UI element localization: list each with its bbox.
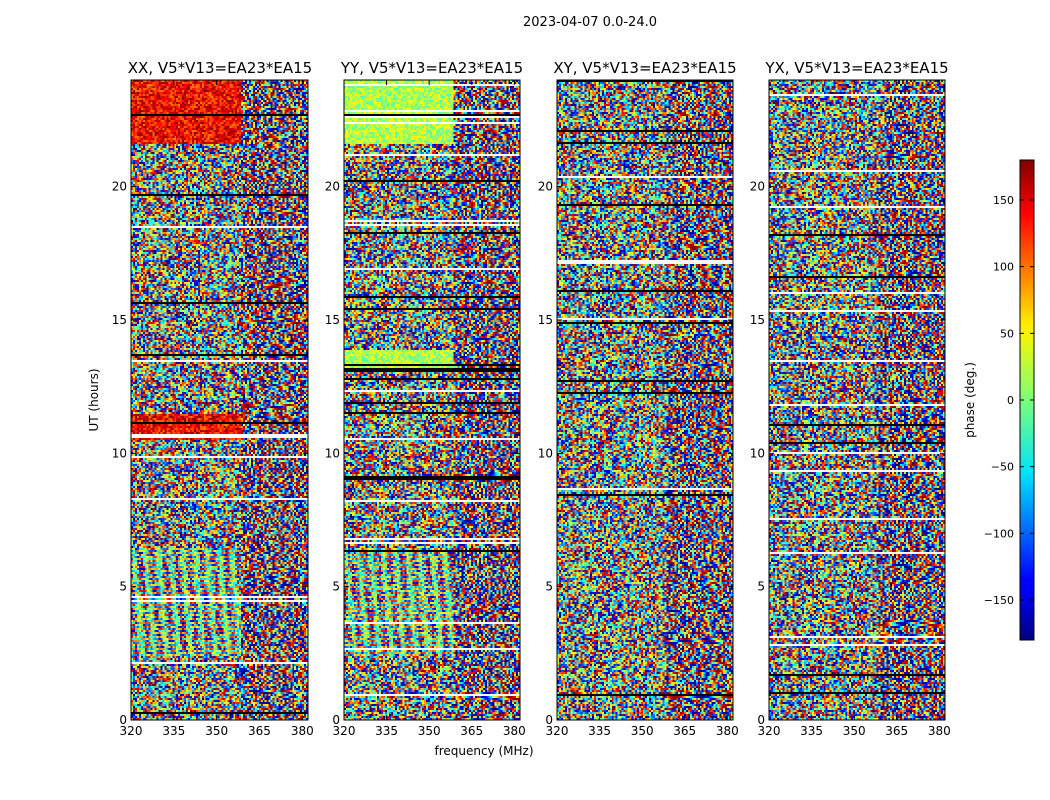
panel-title-yy: YY, V5*V13=EA23*EA15 — [340, 59, 523, 77]
y-axis-yy: 0 5 10 15 20 — [325, 180, 520, 727]
colorbar-label: phase (deg.) — [963, 362, 977, 438]
axes-frame-yx — [768, 79, 946, 721]
x-tick-label: 350 — [205, 724, 228, 738]
x-tick-label: 380 — [291, 724, 314, 738]
colorbar-tick-label: 0 — [1007, 394, 1014, 407]
y-tick-label: 0 — [332, 713, 340, 727]
axes-frame-xx — [130, 79, 309, 721]
y-tick-label: 15 — [538, 313, 553, 327]
panel-xx: XX, V5*V13=EA23*EA15 320 335 350 365 380 0 5 1… — [112, 59, 314, 738]
panel-yx: YX, V5*V13=EA23*EA15 320 335 350 365 380 0 5 1… — [750, 59, 951, 738]
y-tick-label: 15 — [112, 313, 127, 327]
y-axis-label: UT (hours) — [87, 368, 101, 431]
heatmap-xx — [131, 80, 308, 720]
x-tick-label: 365 — [460, 724, 483, 738]
colorbar-tick-label: −100 — [984, 527, 1014, 540]
x-tick-label: 380 — [928, 724, 951, 738]
colorbar: −150 −100 −50 0 50 100 150 phase (deg.) — [963, 159, 1035, 641]
x-axis-label: frequency (MHz) — [434, 744, 533, 758]
panel-yy: YY, V5*V13=EA23*EA15 320 335 350 365 380 0 5 1… — [325, 59, 526, 738]
axes-frame-xy — [556, 79, 734, 721]
x-axis-yy: 320 335 350 365 380 — [333, 80, 526, 738]
y-tick-label: 10 — [112, 446, 127, 460]
x-tick-label: 320 — [120, 724, 143, 738]
y-axis-yx: 0 5 10 15 20 — [750, 180, 945, 727]
colorbar-tick-label: 100 — [993, 261, 1014, 274]
x-axis-xy: 320 335 350 365 380 — [546, 80, 739, 738]
x-tick-label: 320 — [758, 724, 781, 738]
colorbar-tick-label: 150 — [993, 194, 1014, 207]
y-tick-label: 5 — [332, 580, 340, 594]
heatmap-yx — [769, 80, 945, 720]
x-tick-label: 350 — [843, 724, 866, 738]
y-tick-label: 20 — [112, 180, 127, 194]
x-tick-label: 335 — [162, 724, 185, 738]
heatmap-yy — [344, 80, 520, 720]
x-axis-xx: 320 335 350 365 380 — [120, 80, 314, 738]
x-tick-label: 350 — [418, 724, 441, 738]
y-tick-label: 0 — [757, 713, 765, 727]
panel-xy: XY, V5*V13=EA23*EA15 320 335 350 365 380 0 5 1… — [538, 59, 739, 738]
y-tick-label: 0 — [545, 713, 553, 727]
x-tick-label: 350 — [631, 724, 654, 738]
y-tick-label: 15 — [325, 313, 340, 327]
x-tick-label: 320 — [333, 724, 356, 738]
x-tick-label: 320 — [546, 724, 569, 738]
y-tick-label: 20 — [325, 180, 340, 194]
x-tick-label: 335 — [375, 724, 398, 738]
y-tick-label: 5 — [757, 580, 765, 594]
x-axis-yx: 320 335 350 365 380 — [758, 80, 951, 738]
y-tick-label: 20 — [750, 180, 765, 194]
x-tick-label: 365 — [248, 724, 271, 738]
panel-title-xx: XX, V5*V13=EA23*EA15 — [128, 59, 312, 77]
x-tick-label: 380 — [503, 724, 526, 738]
figure-title: 2023-04-07 0.0-24.0 — [523, 15, 657, 30]
y-axis-xx: 0 5 10 15 20 — [112, 180, 308, 727]
heatmap-xy — [557, 80, 733, 720]
y-tick-label: 15 — [750, 313, 765, 327]
colorbar-ticks: −150 −100 −50 0 50 100 150 — [984, 194, 1034, 607]
colorbar-tick-label: −50 — [991, 461, 1014, 474]
x-tick-label: 335 — [800, 724, 823, 738]
y-axis-xy: 0 5 10 15 20 — [538, 180, 733, 727]
y-tick-label: 10 — [325, 446, 340, 460]
y-tick-label: 5 — [545, 580, 553, 594]
y-tick-label: 10 — [750, 446, 765, 460]
y-tick-label: 5 — [119, 580, 127, 594]
colorbar-tick-label: −150 — [984, 594, 1014, 607]
x-tick-label: 335 — [588, 724, 611, 738]
x-tick-label: 365 — [885, 724, 908, 738]
y-tick-label: 0 — [119, 713, 127, 727]
y-tick-label: 20 — [538, 180, 553, 194]
y-tick-label: 10 — [538, 446, 553, 460]
axes-frame-yy — [343, 79, 521, 721]
x-tick-label: 365 — [673, 724, 696, 738]
panel-title-xy: XY, V5*V13=EA23*EA15 — [553, 59, 736, 77]
panel-title-yx: YX, V5*V13=EA23*EA15 — [764, 59, 948, 77]
x-tick-label: 380 — [716, 724, 739, 738]
colorbar-tick-label: 50 — [1000, 327, 1014, 340]
